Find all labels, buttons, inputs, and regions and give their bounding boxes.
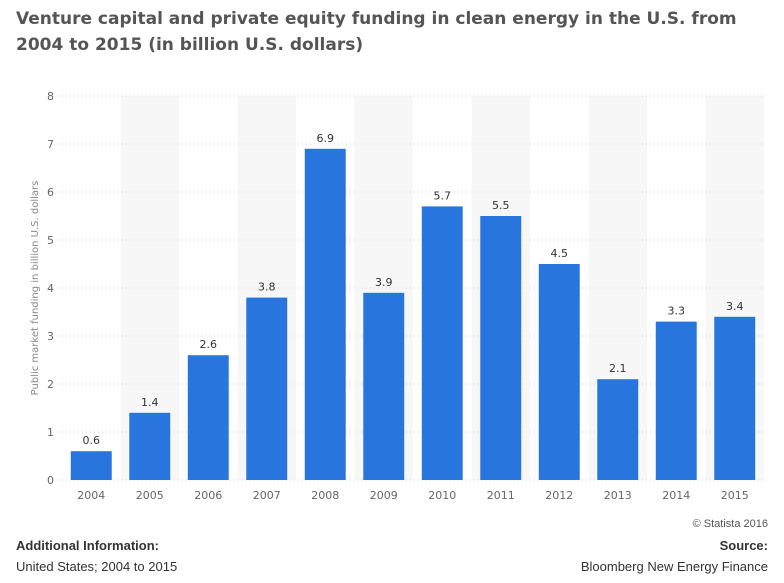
bar-2009 [363, 292, 405, 480]
y-tick-label: 3 [47, 330, 54, 343]
x-tick-label-2008: 2008 [311, 489, 339, 502]
additional-info-label: Additional Information: [16, 538, 159, 553]
x-tick-label-2014: 2014 [662, 489, 690, 502]
bar-2007 [246, 297, 288, 480]
data-label-2015: 3.4 [726, 300, 744, 313]
bar-2004 [70, 451, 112, 480]
data-label-2011: 5.5 [492, 199, 510, 212]
data-label-2013: 2.1 [609, 362, 627, 375]
data-label-2007: 3.8 [258, 281, 276, 294]
y-tick-label: 7 [47, 138, 54, 151]
y-tick-label: 5 [47, 234, 54, 247]
y-tick-label: 6 [47, 186, 54, 199]
y-tick-label: 1 [47, 426, 54, 439]
source-value: Bloomberg New Energy Finance [580, 559, 768, 574]
x-tick-label-2011: 2011 [487, 489, 515, 502]
x-tick-label-2010: 2010 [428, 489, 456, 502]
x-tick-label-2009: 2009 [370, 489, 398, 502]
copyright-notice: © Statista 2016 [692, 518, 768, 530]
y-tick-label: 4 [47, 282, 54, 295]
bar-2005 [129, 412, 171, 480]
data-label-2010: 5.7 [434, 189, 452, 202]
bar-2010 [421, 206, 463, 480]
x-tick-label-2006: 2006 [194, 489, 222, 502]
bar-2008 [304, 148, 346, 481]
bar-2015 [714, 316, 756, 480]
source-label: Source: [719, 538, 768, 553]
data-label-2004: 0.6 [83, 434, 101, 447]
x-tick-label-2004: 2004 [77, 489, 105, 502]
y-tick-label: 8 [47, 90, 54, 103]
data-label-2005: 1.4 [141, 396, 159, 409]
x-tick-label-2005: 2005 [136, 489, 164, 502]
bar-2014 [655, 321, 697, 480]
x-tick-label-2012: 2012 [545, 489, 573, 502]
y-axis-title: Public market funding in billion U.S. do… [30, 181, 41, 396]
chart-title: Venture capital and private equity fundi… [16, 9, 737, 55]
y-tick-label: 2 [47, 378, 54, 391]
bar-2006 [187, 355, 229, 480]
bar-2012 [538, 264, 580, 480]
y-tick-label: 0 [47, 474, 54, 487]
bar-2013 [597, 379, 639, 480]
x-tick-label-2015: 2015 [721, 489, 749, 502]
x-tick-label-2007: 2007 [253, 489, 281, 502]
bar-2011 [480, 216, 522, 480]
x-tick-label-2013: 2013 [604, 489, 632, 502]
data-label-2009: 3.9 [375, 276, 393, 289]
data-label-2012: 4.5 [551, 247, 569, 260]
data-label-2008: 6.9 [317, 132, 335, 145]
additional-info-value: United States; 2004 to 2015 [16, 559, 178, 574]
data-label-2014: 3.3 [668, 305, 686, 318]
data-label-2006: 2.6 [200, 338, 218, 351]
